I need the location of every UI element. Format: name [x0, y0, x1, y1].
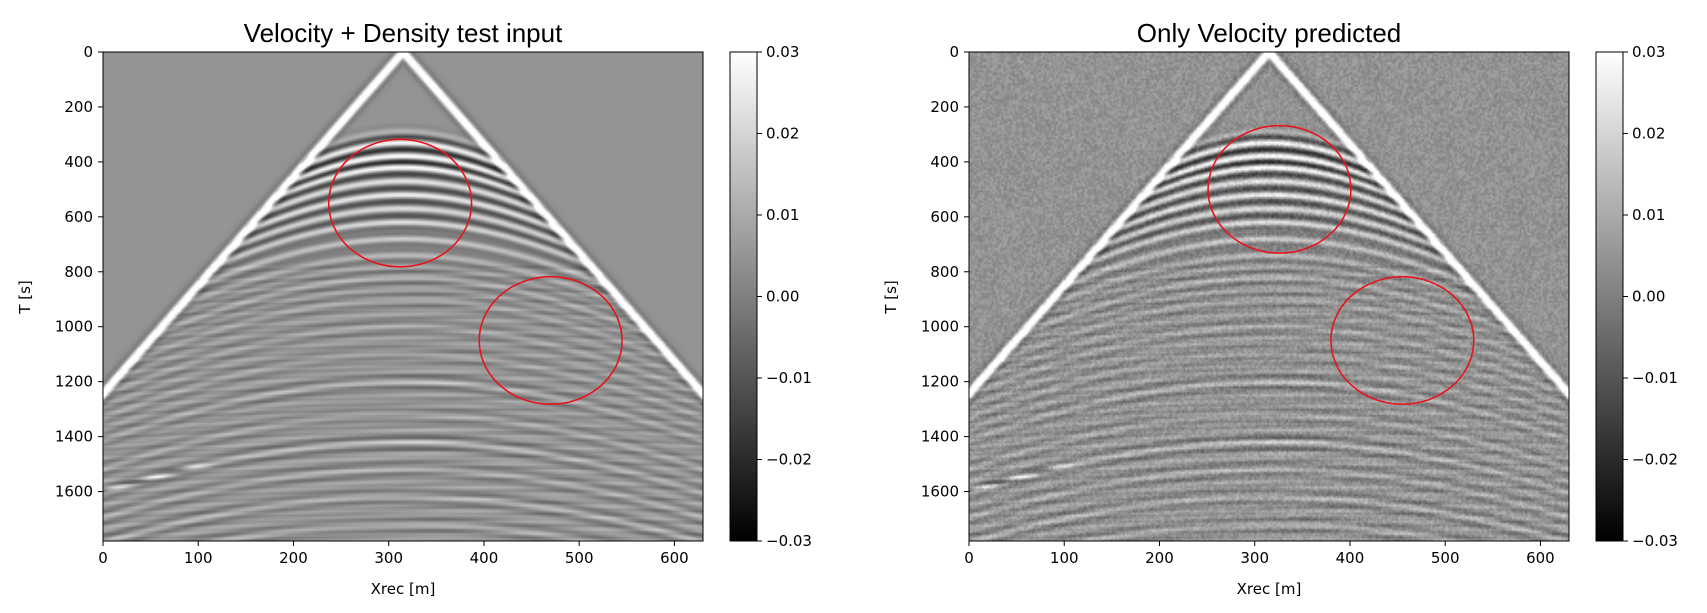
- y-tick-label: 200: [930, 98, 959, 116]
- x-tick-label: 400: [1336, 549, 1365, 567]
- x-tick-label: 500: [565, 549, 594, 567]
- y-tick-label: 0: [83, 43, 93, 61]
- panel-title: Only Velocity predicted: [1137, 18, 1401, 48]
- highlight-ellipse: [478, 275, 623, 405]
- colorbar-tick-label: 0.03: [766, 43, 799, 61]
- panel-velocity-density: Velocity + Density test input 0 100 200 300…: [16, 18, 812, 598]
- colorbar: 0.03 0.02 0.01 0.00 −0.01 −0.02 −0.03: [729, 43, 812, 550]
- y-axis-label: T [s]: [882, 280, 900, 314]
- y-tick-label: 1400: [55, 428, 93, 446]
- colorbar-tick-label: 0.01: [1632, 206, 1665, 224]
- colorbar-ticks: 0.03 0.02 0.01 0.00 −0.01 −0.02 −0.03: [1623, 43, 1678, 550]
- x-axis-label: Xrec [m]: [1237, 580, 1302, 598]
- y-tick-label: 600: [64, 208, 93, 226]
- colorbar-tick-label: −0.03: [766, 532, 812, 550]
- y-tick-label: 1000: [55, 318, 93, 336]
- x-axis-label: Xrec [m]: [371, 580, 436, 598]
- colorbar-tick-label: 0.01: [766, 206, 799, 224]
- x-tick-label: 300: [374, 549, 403, 567]
- colorbar-tick-label: 0.02: [1632, 125, 1665, 143]
- highlight-ellipse: [327, 138, 473, 268]
- y-tick-label: 1200: [921, 373, 959, 391]
- y-tick-label: 800: [930, 263, 959, 281]
- x-axis-ticks: 0 100 200 300 400 500 600: [964, 541, 1555, 567]
- y-tick-label: 1000: [921, 318, 959, 336]
- y-tick-label: 200: [64, 98, 93, 116]
- colorbar-tick-label: −0.02: [766, 451, 812, 469]
- x-tick-label: 200: [279, 549, 308, 567]
- panel-title: Velocity + Density test input: [244, 18, 563, 48]
- y-tick-label: 1200: [55, 373, 93, 391]
- x-tick-label: 500: [1431, 549, 1460, 567]
- colorbar-ticks: 0.03 0.02 0.01 0.00 −0.01 −0.02 −0.03: [757, 43, 812, 550]
- highlight-ellipse: [1207, 124, 1352, 254]
- colorbar-tick-label: −0.03: [1632, 532, 1678, 550]
- y-tick-label: 0: [949, 43, 959, 61]
- colorbar-tick-label: 0.00: [766, 288, 799, 306]
- annotations: [327, 138, 623, 405]
- colorbar-tick-label: −0.01: [766, 369, 812, 387]
- panel-velocity-only: Only Velocity predicted 0 100 200 300 400 500…: [882, 18, 1678, 598]
- plot-frame: [102, 51, 704, 542]
- colorbar: 0.03 0.02 0.01 0.00 −0.01 −0.02 −0.03: [1595, 43, 1678, 550]
- colorbar-gradient: [729, 51, 758, 542]
- y-axis-label: T [s]: [16, 280, 34, 314]
- y-axis-ticks: 0 200 400 600 800 1000 1200 1400 1600: [921, 43, 969, 501]
- y-tick-label: 800: [64, 263, 93, 281]
- x-tick-label: 100: [184, 549, 213, 567]
- y-tick-label: 1400: [921, 428, 959, 446]
- annotations: [1207, 124, 1475, 405]
- x-tick-label: 100: [1050, 549, 1079, 567]
- colorbar-tick-label: −0.02: [1632, 451, 1678, 469]
- x-tick-label: 400: [470, 549, 499, 567]
- y-tick-label: 600: [930, 208, 959, 226]
- x-axis-ticks: 0 100 200 300 400 500 600: [98, 541, 689, 567]
- y-axis-ticks: 0 200 400 600 800 1000 1200 1400 1600: [55, 43, 103, 501]
- x-tick-label: 300: [1240, 549, 1269, 567]
- colorbar-tick-label: 0.03: [1632, 43, 1665, 61]
- y-tick-label: 1600: [55, 483, 93, 501]
- x-tick-label: 0: [98, 549, 108, 567]
- y-tick-label: 400: [64, 153, 93, 171]
- highlight-ellipse: [1330, 275, 1475, 405]
- colorbar-tick-label: −0.01: [1632, 369, 1678, 387]
- plot-frame: [968, 51, 1570, 542]
- colorbar-tick-label: 0.00: [1632, 288, 1665, 306]
- x-tick-label: 600: [660, 549, 689, 567]
- seismic-gather-image: [103, 52, 703, 541]
- colorbar-gradient: [1595, 51, 1624, 542]
- colorbar-tick-label: 0.02: [766, 125, 799, 143]
- x-tick-label: 0: [964, 549, 974, 567]
- seismic-image: [969, 52, 1569, 541]
- seismic-gather-image: [969, 52, 1569, 541]
- x-tick-label: 600: [1526, 549, 1555, 567]
- x-tick-label: 200: [1145, 549, 1174, 567]
- seismic-image: [103, 52, 703, 541]
- y-tick-label: 400: [930, 153, 959, 171]
- y-tick-label: 1600: [921, 483, 959, 501]
